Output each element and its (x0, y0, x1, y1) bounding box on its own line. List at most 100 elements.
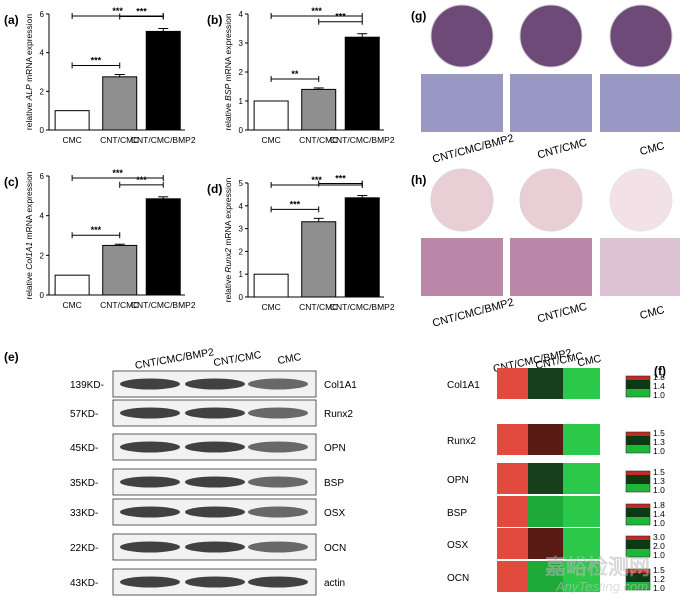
western-column-label: CNT/CMC (213, 349, 263, 369)
bar-cnt-cmc (102, 76, 138, 131)
scale-tick-label: 1.3 (653, 476, 665, 486)
blot-band (185, 476, 245, 488)
x-tick-label: CMC (261, 302, 280, 312)
western-protein-label: BSP (324, 478, 344, 489)
western-size-label: 45KD- (70, 443, 98, 454)
panel-label: (a) (4, 13, 19, 27)
x-tick-label: CNT/CMC/BMP2 (330, 302, 395, 312)
y-tick-label: 0 (40, 291, 45, 300)
sig-label: *** (91, 225, 102, 235)
blot-band (120, 407, 180, 419)
micrograph-2 (510, 74, 592, 132)
bar-cnt-cmc-bmp2 (145, 30, 181, 131)
bar-cmc (54, 274, 90, 296)
scale-bottom (626, 517, 650, 525)
sig-label: *** (311, 6, 322, 16)
watermark: 嘉峪检测网 AnyTesting.com (545, 555, 650, 594)
x-tick-label: CMC (62, 300, 81, 310)
bar-chart-3: (c) 0 2 4 6 relative Col1A1 mRNA expression CM… (4, 168, 196, 310)
western-size-label: 43KD- (70, 578, 98, 589)
y-tick-label: 2 (40, 87, 45, 96)
heatmap-panel: (f)CNT/CMC/BMP2CNT/CMCCMCCol1A11.81.41.0… (447, 347, 666, 593)
y-tick-label: 2 (239, 247, 244, 256)
blot-band (185, 378, 245, 390)
sig-label: *** (136, 175, 147, 185)
heatmap-cell (528, 561, 563, 592)
micrograph-3 (600, 74, 680, 132)
scale-tick-label: 2.0 (653, 541, 665, 551)
y-tick-label: 5 (239, 179, 244, 188)
y-tick-label: 0 (239, 293, 244, 302)
bar-cnt-cmc (301, 88, 337, 131)
heatmap-cell (528, 368, 563, 399)
y-tick-label: 4 (239, 202, 244, 211)
x-tick-label: CNT/CMC/BMP2 (131, 135, 196, 145)
scale-mid (626, 380, 650, 389)
micrograph-2 (510, 238, 592, 296)
scale-bottom (626, 445, 650, 453)
y-tick-label: 3 (239, 39, 244, 48)
heatmap-cell (563, 368, 600, 399)
sig-label: *** (290, 199, 301, 209)
blot-band (120, 541, 180, 553)
panel-label: (e) (4, 350, 19, 364)
heatmap-column-label: CMC (576, 353, 602, 370)
y-tick-label: 6 (40, 10, 45, 19)
sig-label: ** (291, 69, 299, 79)
y-tick-label: 0 (40, 126, 45, 135)
bar-cnt-cmc (102, 244, 138, 296)
y-tick-label: 4 (40, 212, 45, 221)
western-protein-label: OSX (324, 508, 345, 519)
micrograph-1 (421, 238, 503, 296)
sig-label: *** (335, 12, 346, 22)
heatmap-row-label: OPN (447, 475, 469, 486)
scale-tick-label: 1.0 (653, 518, 665, 528)
y-axis-label-part: relative (223, 273, 233, 303)
panel-label: (g) (411, 9, 426, 23)
bar-cnt-cmc-bmp2 (344, 197, 380, 298)
scale-bottom (626, 549, 650, 557)
blot-band (185, 506, 245, 518)
bar-cnt-cmc-bmp2 (344, 36, 380, 131)
western-column-label: CNT/CMC/BMP2 (134, 346, 215, 372)
scale-frame (625, 535, 651, 558)
y-tick-label: 1 (239, 97, 244, 106)
western-protein-label: OCN (324, 543, 346, 554)
x-tick-label: CNT/CMC (299, 302, 338, 312)
heatmap-cell (563, 561, 600, 592)
western-size-label: 22KD- (70, 543, 98, 554)
heatmap-cell (497, 368, 528, 399)
heatmap-cell (528, 528, 563, 559)
y-axis-label-part: relative (24, 270, 34, 300)
sig-label: *** (112, 6, 123, 16)
scale-frame (625, 568, 651, 591)
blot-band (120, 378, 180, 390)
scale-tick-label: 1.0 (653, 446, 665, 456)
bar-charts: (a) 0 2 4 6 relative ALP mRNA expression CMC CN… (4, 6, 395, 312)
blot-band (185, 541, 245, 553)
western-protein-label: Col1A1 (324, 380, 357, 391)
heatmap-cell (528, 463, 563, 494)
scale-tick-label: 1.5 (653, 565, 665, 575)
western-size-label: 35KD- (70, 478, 98, 489)
micrograph-3 (600, 238, 680, 296)
heatmap-cell (563, 424, 600, 455)
western-size-label: 139KD- (70, 380, 104, 391)
heatmap-row-label: OCN (447, 573, 469, 584)
bar-chart-1: (a) 0 2 4 6 relative ALP mRNA expression CMC CN… (4, 6, 196, 145)
y-axis-label: relative BSP mRNA expression (223, 13, 233, 130)
western-protein-label: Runx2 (324, 409, 353, 420)
y-tick-label: 4 (239, 10, 244, 19)
bar-cmc (253, 273, 289, 298)
x-tick-label: CNT/CMC/BMP2 (330, 135, 395, 145)
heatmap-cell (563, 496, 600, 527)
scale-top (626, 432, 650, 436)
y-axis-label-part: mRNA expression (24, 14, 34, 85)
western-protein-label: OPN (324, 443, 346, 454)
x-tick-label: CMC (62, 135, 81, 145)
y-axis-label: relative Runx2 mRNA expression (223, 177, 233, 302)
stain-label: CMC (639, 304, 666, 322)
scale-top (626, 504, 650, 508)
x-tick-label: CNT/CMC (299, 135, 338, 145)
